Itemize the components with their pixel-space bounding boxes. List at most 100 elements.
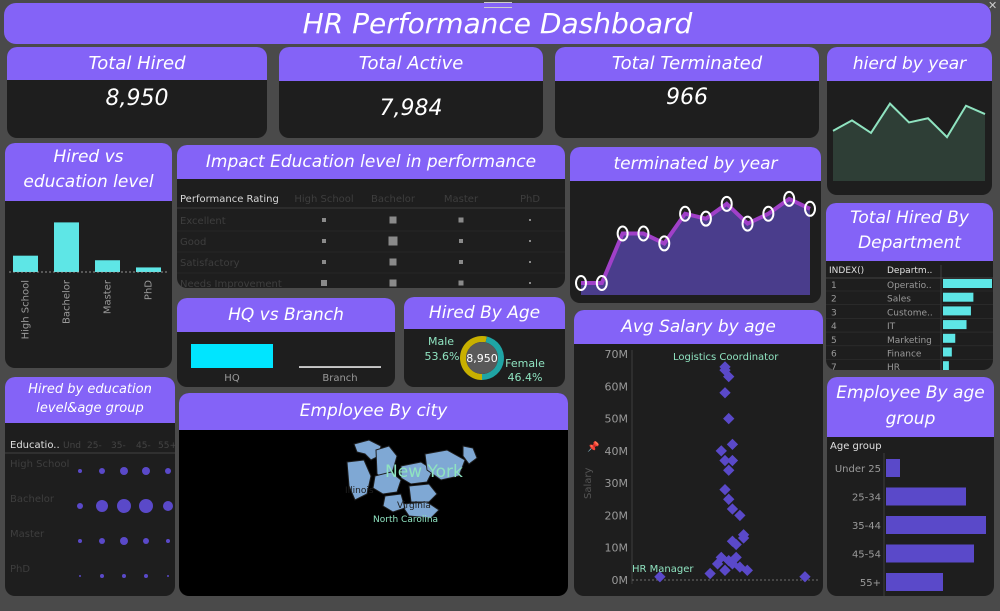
matrix-cell [529,219,531,221]
row-dept: IT [887,322,896,332]
column-header: High School [294,194,353,205]
matrix-cell [322,239,326,243]
tick-label: 40M [605,445,629,458]
row-dept: Operatio.. [887,281,932,291]
panel-hired-vs-education: Hired vs education level High School Bach… [5,143,172,368]
hq-vs-branch-chart: HQ Branch [191,344,381,384]
data-point [734,509,746,522]
pie-slice [460,336,487,380]
kpi-label: Total Active [279,47,543,81]
bar [191,344,273,368]
bar [13,255,38,272]
data-point [699,210,712,227]
row-dept: Sales [887,295,911,305]
data-point [737,532,750,544]
state-shape [382,493,406,513]
drag-handle-icon[interactable] [484,2,512,8]
data-point [726,438,739,451]
hired-by-year-chart [832,102,986,181]
donut-total: 8,950 [466,352,498,365]
bubble [122,574,126,578]
bubble [139,499,153,513]
data-point [704,567,716,580]
map-label: New York [385,462,463,482]
bar [886,487,966,506]
matrix-cell [389,279,397,287]
data-point [730,538,742,551]
panel-title: Employee By age group [827,377,994,437]
panel-impact-education: Impact Education level in performance Pe… [177,145,565,288]
axis-label: Age group [830,441,882,452]
data-point [595,275,608,291]
panel-hq-vs-branch: HQ vs Branch HQ Branch [177,298,395,387]
panel-hired-by-edu-age: Hired by education level&age group Educa… [5,377,175,596]
panel-title: Impact Education level in performance [177,145,565,179]
terminated-by-year-chart [575,190,816,295]
row-label: Good [180,237,206,248]
state-shape [375,445,398,481]
row-index: 2 [831,295,837,305]
bar [943,292,974,302]
data-point [719,387,731,399]
panel-title: hierd by year [827,47,992,81]
tick-label: Branch [322,373,357,384]
tick-label: Master [103,279,114,314]
bubble [165,468,171,474]
data-point [679,205,692,222]
bar [136,267,161,272]
data-point [723,464,735,476]
bar [95,260,120,272]
row-dept: HR [887,363,900,370]
close-icon[interactable]: ✕ [988,0,998,12]
series-line [832,102,986,139]
panel-title: Avg Salary by age [574,310,823,344]
kpi-total-hired: Total Hired 8,950 [7,47,267,138]
series-line [581,196,811,285]
matrix-cell [529,282,531,284]
state-shape [372,471,402,495]
data-point [723,493,735,505]
matrix-cell [459,239,463,243]
bar [54,222,79,272]
matrix-cell [388,236,398,246]
data-point [726,454,739,467]
bar [943,347,952,357]
tick-label: 35-44 [852,521,881,532]
column-header: Bachelor [371,194,416,205]
employee-by-city-map[interactable]: New York Illinois Virginia North Carolina [179,430,568,596]
bar [943,306,971,316]
bubble [77,503,83,509]
panel-employee-by-age-group: Employee By age group Age group Under 25 2… [827,377,994,596]
kpi-total-terminated: Total Terminated 966 [555,47,819,138]
column-header: INDEX() [829,266,864,276]
bubble [120,467,128,475]
avg-salary-by-age-chart: 0M 10M 20M 30M 40M 50M 60M 70M Salary 📌 Logistics … [583,348,818,587]
bar [943,333,956,343]
matrix-cell [389,258,397,266]
bar [299,366,381,368]
data-point [723,370,735,383]
row-index: 7 [831,363,837,370]
bubble [117,499,131,513]
legend-label: Female [505,357,545,370]
row-label: PhD [10,564,30,575]
bubble [100,574,104,578]
tick-label: 20M [605,509,629,522]
row-label: Excellent [180,216,226,227]
bubble [79,575,81,577]
kpi-label: Total Hired [7,47,267,80]
column-header: Departm.. [887,266,932,276]
area-fill [833,103,985,181]
tick-label: 30M [605,477,629,490]
tick-label: 60M [605,380,629,393]
matrix-cell [459,260,463,264]
map-label: Illinois [345,486,374,496]
bubble [167,575,169,577]
kpi-label: Total Terminated [555,47,819,81]
legend-value: 46.4% [508,371,543,384]
row-index: 3 [831,308,837,318]
bubble [143,538,149,544]
panel-terminated-by-year: terminated by year [570,147,821,303]
row-index: 5 [831,336,837,346]
kpi-value: 966 [666,85,708,110]
